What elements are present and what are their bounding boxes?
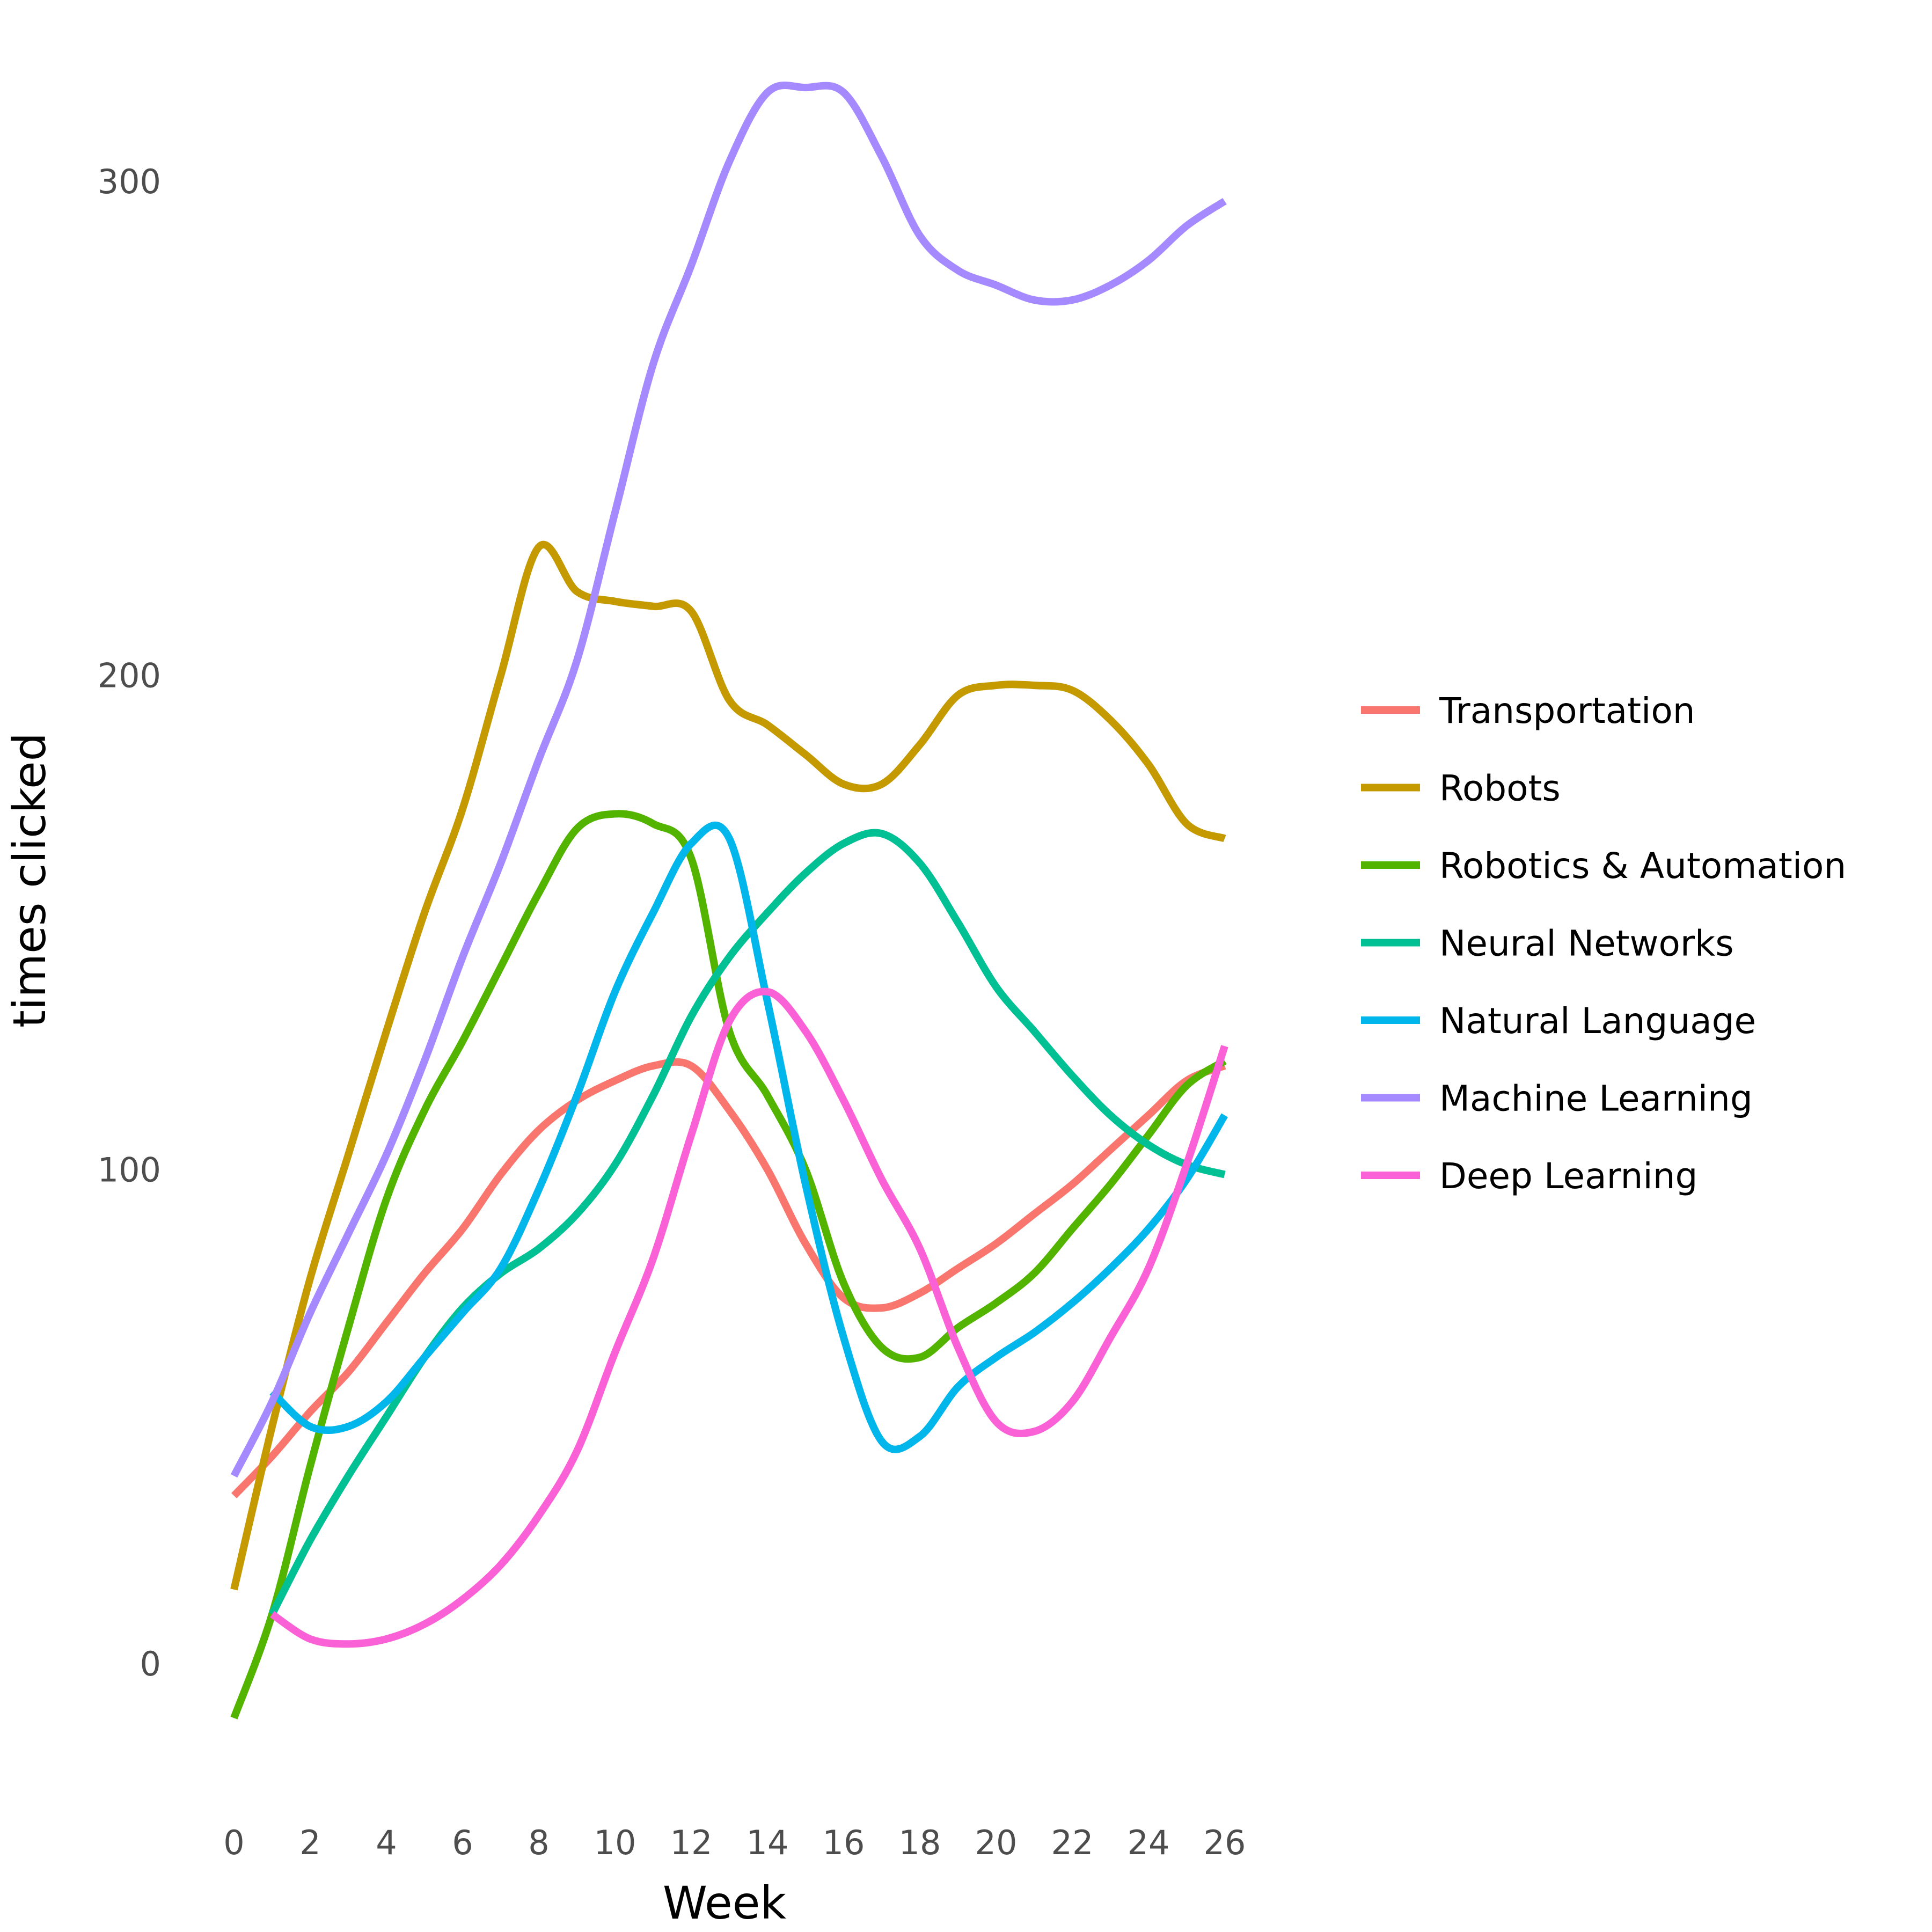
x-tick-label: 0	[223, 1823, 244, 1862]
x-tick-label: 16	[823, 1823, 865, 1862]
x-tick-label: 18	[899, 1823, 941, 1862]
legend-label: Robots	[1439, 768, 1561, 809]
x-axis-title: Week	[663, 1877, 786, 1929]
x-tick-label: 2	[299, 1823, 320, 1862]
series-line-transportation	[231, 1058, 1226, 1498]
x-tick-label: 6	[452, 1823, 473, 1862]
legend-label: Natural Language	[1439, 1000, 1756, 1042]
series-lines	[230, 82, 1228, 1719]
x-tick-label: 22	[1051, 1823, 1094, 1862]
y-tick-label: 0	[140, 1644, 161, 1684]
legend-label: Neural Networks	[1439, 923, 1734, 964]
x-tick-label: 10	[594, 1823, 636, 1862]
y-axis-ticks: 0 100 200 300	[98, 162, 161, 1684]
series-line-natural-language	[269, 821, 1228, 1453]
series-line-robotics-automation	[230, 810, 1227, 1719]
legend: Transportation Robots Robotics & Automatio…	[1361, 690, 1846, 1197]
y-axis-title: times clicked	[3, 733, 56, 1028]
y-tick-label: 200	[98, 656, 161, 696]
legend-label: Robotics & Automation	[1439, 845, 1846, 887]
x-tick-label: 26	[1204, 1823, 1246, 1862]
y-tick-label: 100	[98, 1150, 161, 1189]
x-tick-label: 4	[376, 1823, 397, 1862]
x-tick-label: 8	[528, 1823, 549, 1862]
series-line-deep-learning	[270, 987, 1228, 1648]
series-line-robots	[230, 540, 1226, 1591]
legend-label: Machine Learning	[1439, 1078, 1753, 1119]
x-tick-label: 14	[747, 1823, 789, 1862]
y-tick-label: 300	[98, 162, 161, 201]
legend-label: Transportation	[1439, 690, 1695, 731]
x-tick-label: 12	[670, 1823, 713, 1862]
x-tick-label: 20	[975, 1823, 1018, 1862]
legend-label: Deep Learning	[1439, 1155, 1697, 1197]
x-tick-label: 24	[1128, 1823, 1170, 1862]
series-line-machine-learning	[230, 82, 1227, 1478]
x-axis-ticks: 0 2 4 6 8 10 12 14 16 18 20 22 24 26	[223, 1823, 1246, 1862]
